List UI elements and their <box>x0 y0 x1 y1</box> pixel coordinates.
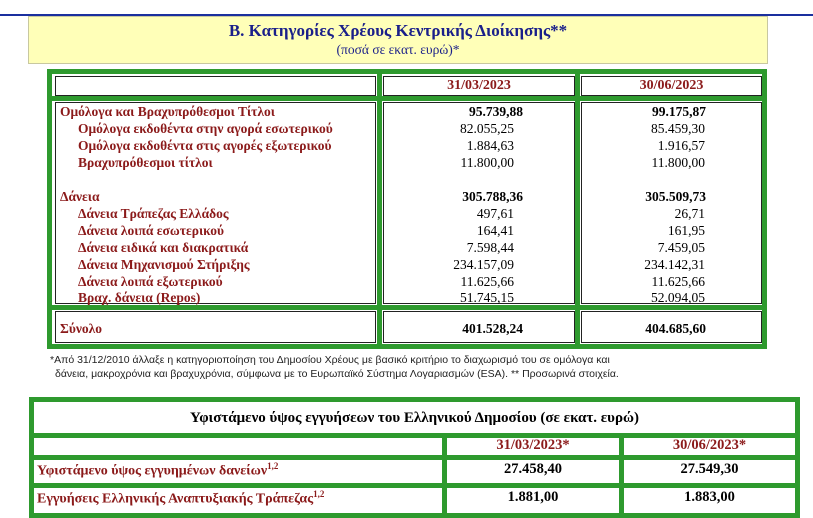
row-value-1: 497,61 <box>476 206 514 221</box>
header-cell-blank <box>55 76 376 96</box>
row-label: Ομόλογα εκδοθέντα στις αγορές εξωτερικού <box>78 138 332 153</box>
total-cell-label <box>55 311 376 343</box>
row-label: Δάνεια λοιπά εξωτερικού <box>78 274 223 289</box>
title-divider <box>34 433 795 438</box>
header-divider <box>34 455 795 460</box>
total-value-1: 401.528,24 <box>462 321 523 336</box>
row-value-1: 305.788,36 <box>462 189 523 204</box>
row-value-2: 7.459,05 <box>657 240 705 255</box>
row-value-1: 11.800,00 <box>460 155 515 170</box>
row-value-1: 11.625,66 <box>460 274 515 289</box>
footnote-line: δάνεια, μακροχρόνια και βραχυχρόνια, σύμ… <box>55 368 619 380</box>
row-label: Βραχ. δάνεια (Repos) <box>78 290 201 305</box>
column-divider <box>619 433 624 518</box>
row-label: Δάνεια ειδικά και διακρατικά <box>78 240 249 255</box>
debt-categories-table: 31/03/2023 30/06/2023 Ομόλογα και Βραχυπ… <box>47 69 767 349</box>
row-value-2: 11.800,00 <box>651 155 706 170</box>
column-divider <box>377 69 382 349</box>
row-value-1: 82.055,25 <box>460 121 514 136</box>
total-label: Σύνολο <box>60 321 102 336</box>
row-value-2: 305.509,73 <box>645 189 706 204</box>
row-value-1: 234.157,09 <box>453 257 514 272</box>
row-value-1: 95.739,88 <box>469 104 523 119</box>
row-value-2: 26,71 <box>674 206 705 221</box>
guarantee-value-1: 27.458,40 <box>504 461 562 477</box>
guarantees-table: Υφιστάμενο ύψος εγγυήσεων του Ελληνικού … <box>29 397 800 518</box>
row-value-2: 52.094,05 <box>651 290 705 305</box>
top-rule <box>0 14 813 16</box>
header-cell-date1 <box>383 76 575 96</box>
guarantee-value-2: 1.883,00 <box>684 489 735 505</box>
row-divider <box>34 483 795 488</box>
header-divider <box>52 96 762 101</box>
row-value-2: 161,95 <box>667 223 705 238</box>
body-cell-col1 <box>383 102 575 304</box>
row-value-1: 51.745,15 <box>460 290 514 305</box>
row-value-1: 7.598,44 <box>466 240 514 255</box>
guarantee-row-label: Υφιστάμενο ύψος εγγυημένων δανείων1,2 <box>37 461 279 479</box>
section-title: Β. Κατηγορίες Χρέους Κεντρικής Διοίκησης… <box>228 21 568 40</box>
row-label: Βραχυπρόθεσμοι τίτλοι <box>78 155 213 170</box>
row-label: Ομόλογα και Βραχυπρόθεσμοι Τίτλοι <box>60 104 275 119</box>
header-cell-date2 <box>581 76 762 96</box>
row-label: Δάνεια λοιπά εσωτερικού <box>78 223 225 238</box>
footnote: *Από 31/12/2010 άλλαξε η κατηγοριοποίηση… <box>50 353 710 381</box>
row-value-2: 99.175,87 <box>652 104 706 119</box>
row-value-2: 234.142,31 <box>644 257 705 272</box>
row-value-2: 85.459,30 <box>651 121 705 136</box>
date-header-1: 31/03/2023* <box>496 437 570 453</box>
date-header-1: 31/03/2023 <box>447 78 511 93</box>
row-value-2: 11.625,66 <box>651 274 706 289</box>
total-value-2: 404.685,60 <box>645 321 706 336</box>
guarantee-value-1: 1.881,00 <box>507 489 559 505</box>
date-header-2: 30/06/2023* <box>672 437 747 453</box>
row-value-1: 1.884,63 <box>466 138 514 153</box>
guarantees-title: Υφιστάμενο ύψος εγγυήσεων του Ελληνικού … <box>190 410 639 426</box>
row-label: Ομόλογα εκδοθέντα στην αγορά εσωτερικού <box>78 121 333 136</box>
section-header: Β. Κατηγορίες Χρέους Κεντρικής Διοίκησης… <box>28 16 768 64</box>
row-label: Δάνεια Μηχανισμού Στήριξης <box>78 257 250 272</box>
footnote-line: *Από 31/12/2010 άλλαξε η κατηγοριοποίηση… <box>50 354 610 366</box>
total-cell-col2 <box>581 311 762 343</box>
column-divider <box>442 433 447 518</box>
date-header-2: 30/06/2023 <box>639 78 704 93</box>
row-label: Δάνεια Τράπεζας Ελλάδος <box>78 206 229 221</box>
section-subtitle: (ποσά σε εκατ. ευρώ)* <box>336 42 460 57</box>
guarantee-value-2: 27.549,30 <box>680 461 739 477</box>
row-value-1: 164,41 <box>476 223 514 238</box>
column-divider <box>575 69 580 349</box>
body-cell-labels <box>55 102 376 304</box>
body-cell-col2 <box>581 102 762 304</box>
row-value-2: 1.916,57 <box>657 138 705 153</box>
row-label: Δάνεια <box>60 189 100 204</box>
guarantee-row-label: Εγγυήσεις Ελληνικής Αναπτυξιακής Τράπεζα… <box>37 489 325 507</box>
total-divider <box>52 305 762 310</box>
total-cell-col1 <box>383 311 575 343</box>
